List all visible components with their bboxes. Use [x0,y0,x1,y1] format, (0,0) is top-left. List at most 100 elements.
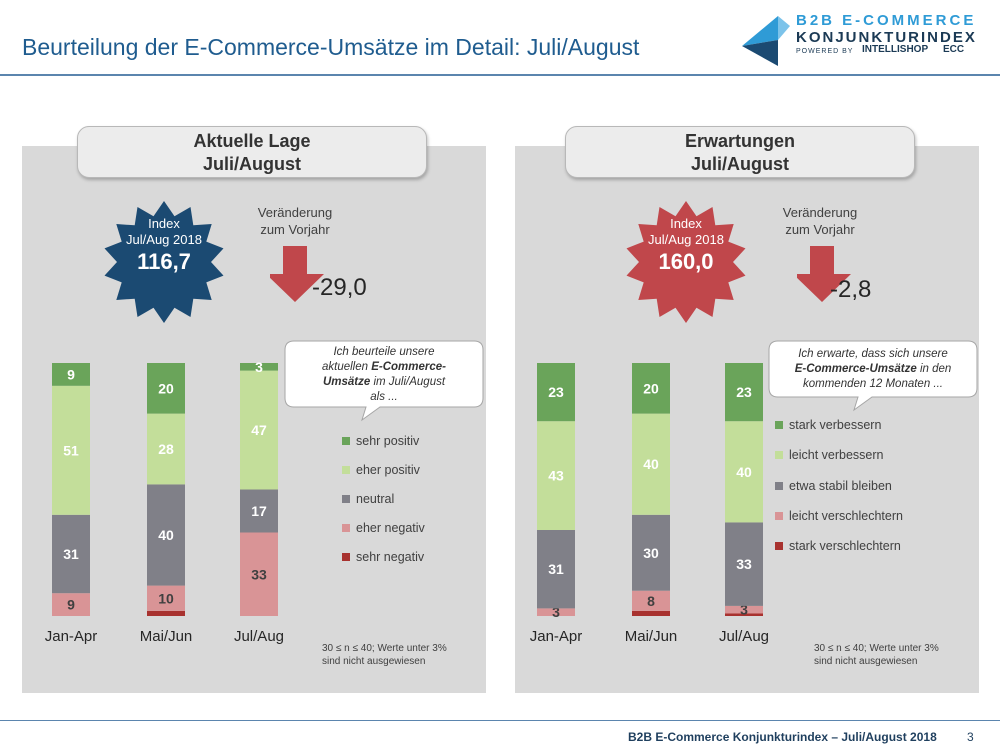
bar-segment [725,363,763,422]
speech-bubble-right [768,340,978,412]
data-label: 23 [548,384,564,400]
index-star-badge-left [104,201,224,323]
legend-label: eher positiv [356,462,420,477]
footnote-line: sind nicht ausgewiesen [322,656,426,667]
data-label: 43 [548,468,564,484]
legend-item: neutral [342,490,394,508]
legend-item: leicht verbessern [775,446,884,464]
legend-swatch [342,465,350,474]
change-label-line1: Veränderung [782,205,858,220]
data-label: 40 [158,527,174,543]
bubble-text-right: Ich erwarte, dass sich unsere E-Commerce… [774,347,972,392]
change-value-right: -2,8 [830,276,872,303]
data-label: 17 [251,503,267,519]
bubble-line: E-Commerce-Umsätze in den [794,363,952,375]
bubble-line: aktuellen E-Commerce- [321,361,446,373]
change-label-right: Veränderung zum Vorjahr [760,204,880,238]
data-label: 3 [255,359,263,375]
legend-item: stark verbessern [775,416,881,434]
logo-powered-by: POWERED BY [796,48,854,55]
legend-swatch [775,511,783,520]
index-value: 116,7 [137,249,191,274]
legend-swatch [342,494,350,503]
index-badge-text-left: Index Jul/Aug 2018 116,7 [102,216,226,276]
bar-segment [632,610,670,616]
bar-segment [240,363,278,371]
panel-header-aktuelle-lage: Aktuelle Lage Juli/August [77,126,427,178]
bar-segment [725,522,763,606]
data-label: 8 [647,593,655,609]
bubble-text-left: Ich beurteile unsere aktuellen E-Commerc… [290,345,478,405]
data-label: 9 [67,597,75,613]
bar-segment [632,413,670,515]
data-label: 30 [643,545,659,561]
legend-label: sehr positiv [356,433,420,448]
index-label: Index [670,216,702,231]
brand-logo: B2B E-COMMERCE KONJUNKTURINDEX POWERED B… [738,12,993,70]
bar-segment [725,613,763,616]
arrow-down-icon [797,246,851,302]
data-label: 3 [552,604,560,620]
data-label: 20 [643,380,659,396]
page-number: 3 [967,730,974,744]
legend-swatch [775,420,783,429]
legend-label: sehr negativ [356,549,425,564]
x-tick-label: Jan-Apr [530,628,583,645]
legend-swatch [775,541,783,550]
legend-item: stark verschlechtern [775,537,901,555]
bar-segment [240,489,278,533]
legend-label: eher negativ [356,520,425,535]
data-label: 28 [158,441,174,457]
x-tick-label: Jan-Apr [45,628,98,645]
panel-header-line2: Juli/August [691,154,789,174]
header-divider [0,74,1000,76]
logo-partner-ecc: ECC [943,44,965,55]
data-label: 31 [63,546,79,562]
bubble-line: Ich beurteile unsere [333,346,435,358]
legend-label: neutral [356,491,395,506]
arrow-down-icon [270,246,324,302]
x-tick-label: Jul/Aug [719,628,769,645]
bar-segment [147,363,185,414]
bar-segment [52,514,90,594]
data-label: 31 [548,561,564,577]
data-label: 20 [158,380,174,396]
data-label: 51 [63,442,79,458]
data-label: 47 [251,422,267,438]
legend-item: sehr negativ [342,548,424,566]
index-label: Index [148,216,180,231]
legend-label: stark verbessern [789,417,882,432]
legend-label: etwa stabil bleiben [789,478,892,493]
legend-label: leicht verbessern [789,447,884,462]
bar-segment [240,370,278,490]
index-value: 160,0 [658,249,714,274]
change-value-left: -29,0 [312,274,367,301]
panel-header-line1: Erwartungen [684,131,795,151]
bar-segment [52,593,90,616]
change-label-line2: zum Vorjahr [785,222,855,237]
footnote-right: 30 ≤ n ≤ 40; Werte unter 3% sind nicht a… [814,642,939,668]
data-label: 9 [67,366,75,382]
index-period: Jul/Aug 2018 [126,232,202,247]
footer-divider [0,720,1000,721]
bar-segment [147,610,185,616]
x-tick-label: Mai/Jun [625,628,678,645]
bar-segment [537,421,575,530]
x-tick-label: Mai/Jun [140,628,193,645]
bar-segment [147,484,185,586]
legend-swatch [775,481,783,490]
data-label: 3 [740,602,748,618]
footer-text: B2B E-Commerce Konjunkturindex – Juli/Au… [628,730,937,744]
x-tick-label: Jul/Aug [234,628,284,645]
legend-swatch [342,436,350,445]
change-label-line1: Veränderung [257,205,333,220]
bar-segment [632,363,670,414]
bar-segment [52,385,90,515]
data-label: 33 [736,556,752,572]
speech-bubble-left [284,340,484,422]
panel-header-erwartungen: Erwartungen Juli/August [565,126,915,178]
bar-segment [240,532,278,616]
index-star-badge-right [626,201,746,323]
logo-partner-intellishop: INTELLISHOP [862,44,929,55]
legend-item: sehr positiv [342,432,419,450]
